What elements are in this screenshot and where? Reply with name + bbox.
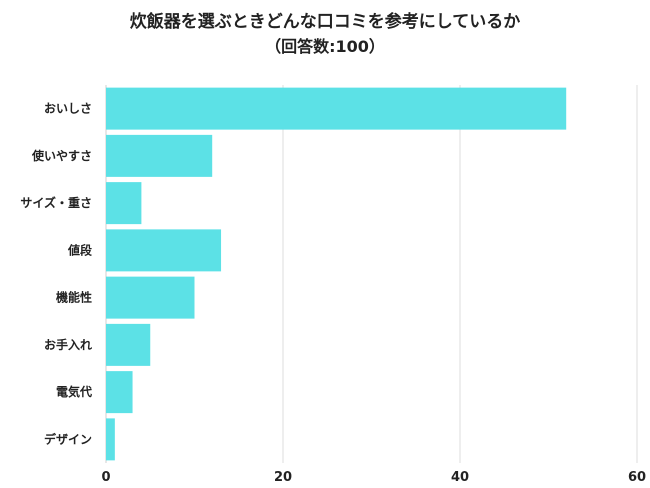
x-tick-label-60: 60 bbox=[628, 470, 646, 485]
category-label-3: 値段 bbox=[67, 242, 93, 257]
x-tick-label-40: 40 bbox=[451, 470, 469, 485]
bar-0 bbox=[106, 87, 567, 130]
bar-7 bbox=[106, 418, 115, 461]
bar-3 bbox=[106, 229, 222, 272]
bar-2 bbox=[106, 182, 142, 225]
category-label-5: お手入れ bbox=[44, 337, 92, 352]
category-label-7: デザイン bbox=[44, 431, 92, 446]
category-label-6: 電気代 bbox=[56, 384, 92, 399]
category-label-1: 使いやすさ bbox=[31, 148, 92, 163]
bar-6 bbox=[106, 371, 133, 414]
chart-subtitle: （回答数:100） bbox=[265, 37, 385, 56]
x-tick-label-0: 0 bbox=[101, 470, 110, 485]
category-label-0: おいしさ bbox=[44, 102, 92, 116]
x-tick-label-20: 20 bbox=[274, 470, 292, 485]
category-label-2: サイズ・重さ bbox=[20, 195, 92, 210]
chart-title: 炊飯器を選ぶときどんな口コミを参考にしているか bbox=[129, 12, 521, 32]
bar-5 bbox=[106, 323, 151, 366]
bar-4 bbox=[106, 276, 195, 319]
category-label-4: 機能性 bbox=[56, 290, 92, 305]
bar-1 bbox=[106, 134, 213, 177]
